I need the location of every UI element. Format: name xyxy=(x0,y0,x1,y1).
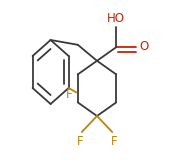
Text: F: F xyxy=(66,88,72,100)
Text: HO: HO xyxy=(106,12,124,25)
Text: F: F xyxy=(77,135,83,148)
Text: F: F xyxy=(110,135,117,148)
Text: O: O xyxy=(140,40,149,53)
